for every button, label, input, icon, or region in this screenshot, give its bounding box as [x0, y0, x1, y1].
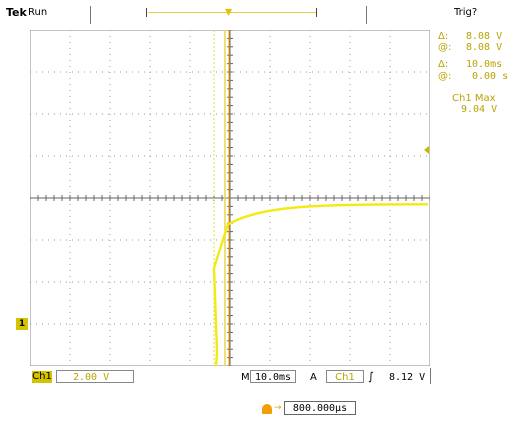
time-at-value: 0.00 s [472, 71, 509, 82]
measurement-value: 9.04 V [461, 104, 498, 115]
timebase-prefix: M [241, 372, 250, 383]
record-position-marker-icon: ▾ [225, 4, 233, 20]
voltage-delta-value: 8.08 V [466, 31, 503, 42]
voltage-delta-label: Δ: [438, 31, 449, 42]
trigger-slope-icon[interactable]: ∫ [368, 370, 374, 383]
timebase-readout[interactable]: 10.0ms [250, 370, 296, 383]
trigger-status: Trig? [454, 7, 478, 18]
time-delta-value: 10.0ms [466, 59, 503, 70]
record-window-bar [148, 12, 316, 13]
trigger-level-readout[interactable]: 8.12 V [389, 372, 426, 383]
trigger-source-readout[interactable]: Ch1 [326, 370, 364, 383]
volts-per-div-readout[interactable]: 2.00 V [56, 370, 134, 383]
record-window-left-edge [146, 8, 147, 17]
record-window-right-edge [316, 8, 317, 17]
channel-1-ground-marker-icon[interactable]: 1 [16, 318, 28, 330]
oscilloscope-graticule [30, 30, 430, 366]
brand-logo: Tek [6, 6, 27, 19]
trigger-position-readout[interactable]: 800.000µs [284, 401, 356, 415]
trigger-mode: A [310, 372, 317, 383]
channel-1-label[interactable]: Ch1 [32, 371, 52, 383]
time-delta-label: Δ: [438, 59, 449, 70]
acquisition-status: Run [28, 7, 48, 18]
voltage-at-label: @: [438, 42, 452, 53]
header-divider [90, 6, 91, 24]
header-divider [366, 6, 367, 24]
voltage-at-value: 8.08 V [466, 42, 503, 53]
time-at-label: @: [438, 71, 452, 82]
arrow-right-icon: → [274, 403, 282, 413]
channel-1-waveform [212, 203, 428, 366]
measurement-label: Ch1 Max [452, 93, 496, 104]
trigger-level-arrow-icon [424, 146, 429, 154]
bottom-divider [430, 368, 431, 384]
trigger-position-icon [262, 404, 272, 414]
